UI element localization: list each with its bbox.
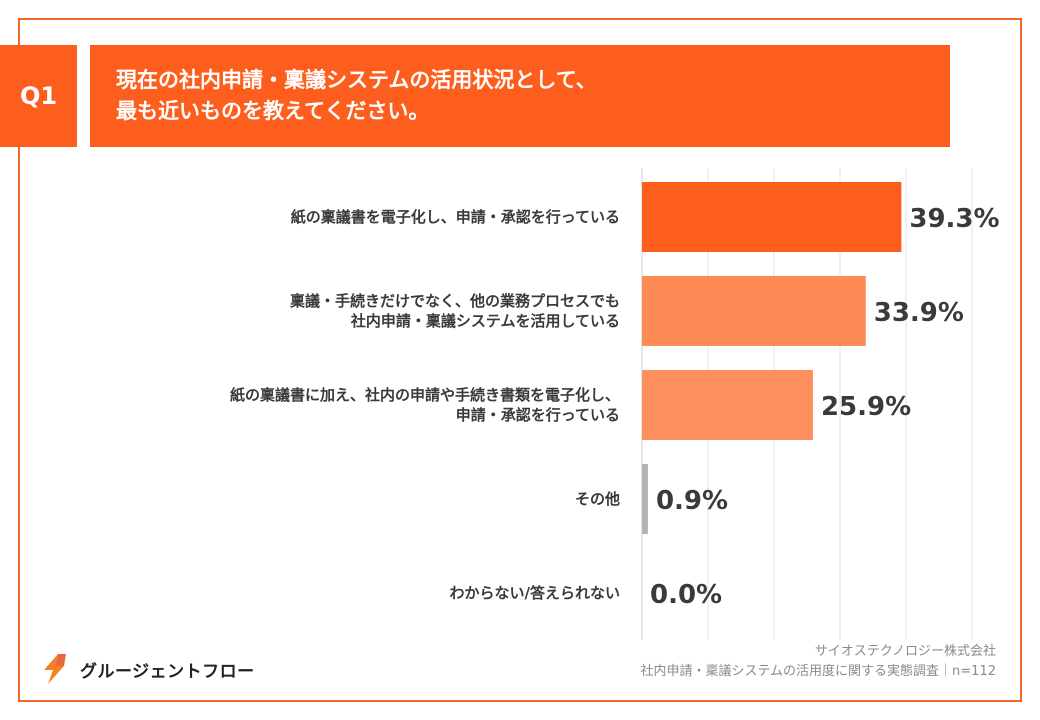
chart-frame xyxy=(18,18,1022,702)
source-company: サイオステクノロジー株式会社 xyxy=(814,644,996,659)
question-badge: Q1 xyxy=(0,45,77,147)
bar-2 xyxy=(642,276,866,346)
lightning-s-icon xyxy=(44,654,66,684)
source-note: サイオステクノロジー株式会社 社内申請・稟議システムの活用度に関する実態調査｜n… xyxy=(640,642,996,682)
bar-1 xyxy=(642,182,902,252)
value-label-3: 25.9% xyxy=(821,392,911,422)
bar-4 xyxy=(642,464,648,534)
question-title: 現在の社内申請・稟議システムの活用状況として、 最も近いものを教えてください。 xyxy=(90,45,950,147)
value-label-1: 39.3% xyxy=(909,204,999,234)
bar-3 xyxy=(642,370,813,440)
brand-logo: グルージェントフロー xyxy=(36,652,255,686)
category-label-3-line2: 申請・承認を行っている xyxy=(456,406,620,424)
category-label-4: その他 xyxy=(575,490,620,508)
question-title-line2: 最も近いものを教えてください。 xyxy=(116,99,430,123)
category-label-3-line1: 紙の稟議書に加え、社内の申請や手続き書類を電子化し、 xyxy=(230,386,620,404)
source-survey: 社内申請・稟議システムの活用度に関する実態調査｜n=112 xyxy=(640,664,996,679)
category-label-2-line2: 社内申請・稟議システムを活用している xyxy=(350,312,620,330)
value-label-2: 33.9% xyxy=(874,298,964,328)
question-title-line1: 現在の社内申請・稟議システムの活用状況として、 xyxy=(116,68,597,92)
value-label-4: 0.9% xyxy=(656,486,728,516)
category-label-5: わからない/答えられない xyxy=(450,584,620,602)
category-label-1: 紙の稟議書を電子化し、申請・承認を行っている xyxy=(291,208,620,226)
brand-logo-text: グルージェントフロー xyxy=(80,661,255,682)
value-label-5: 0.0% xyxy=(650,580,722,610)
category-label-2-line1: 稟議・手続きだけでなく、他の業務プロセスでも xyxy=(290,292,620,310)
